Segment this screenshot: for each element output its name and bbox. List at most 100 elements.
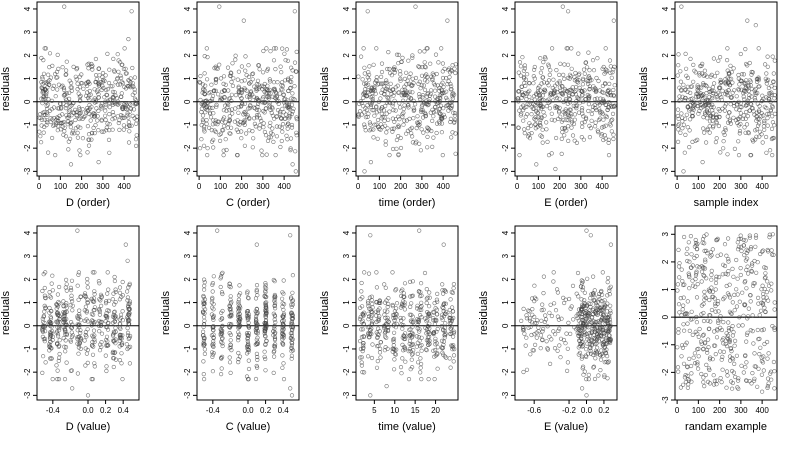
data-point <box>45 106 50 111</box>
x-axis-label: C (order) <box>226 197 270 209</box>
data-point <box>435 366 440 371</box>
data-point <box>75 335 80 340</box>
data-point <box>688 234 694 239</box>
data-point <box>105 51 110 57</box>
data-point <box>119 342 124 348</box>
data-point <box>427 304 432 309</box>
data-point <box>574 99 579 104</box>
data-point <box>582 71 587 76</box>
data-point <box>112 350 118 355</box>
data-point <box>220 119 225 124</box>
data-point <box>716 123 722 129</box>
data-point <box>442 354 447 359</box>
data-point <box>273 96 278 101</box>
data-point <box>290 273 296 278</box>
data-point <box>451 343 456 348</box>
data-point <box>134 101 139 106</box>
data-point <box>548 93 553 98</box>
data-point <box>204 121 209 126</box>
data-point <box>399 318 404 323</box>
data-point <box>701 380 706 385</box>
data-point <box>74 113 79 118</box>
data-point <box>229 79 234 85</box>
data-point <box>285 137 290 142</box>
data-point <box>213 76 218 82</box>
data-point <box>448 326 454 331</box>
x-tick-label: 0.4 <box>118 406 130 415</box>
data-point <box>224 108 229 113</box>
data-point <box>753 92 758 97</box>
data-point <box>546 83 551 88</box>
data-point <box>603 136 608 141</box>
data-point <box>255 78 261 83</box>
data-point <box>102 113 108 118</box>
data-point <box>245 94 250 99</box>
data-point <box>90 67 95 72</box>
data-point <box>750 70 755 75</box>
data-point <box>375 359 380 364</box>
y-tick-label: 0 <box>183 99 192 104</box>
data-point <box>586 377 591 382</box>
data-point <box>721 146 726 151</box>
data-point <box>383 142 388 147</box>
data-point <box>392 318 397 323</box>
data-point <box>611 92 616 98</box>
data-point <box>531 94 537 99</box>
data-point <box>608 324 613 329</box>
data-point <box>360 77 365 82</box>
data-point <box>267 124 272 129</box>
data-point <box>766 351 771 356</box>
data-point <box>531 81 536 86</box>
data-point <box>401 106 406 112</box>
data-point <box>736 88 742 93</box>
data-point <box>236 305 241 311</box>
data-point <box>582 298 587 303</box>
data-point <box>563 87 568 92</box>
data-point <box>687 259 692 264</box>
data-point <box>113 316 118 321</box>
data-point <box>690 105 696 110</box>
data-point <box>289 295 294 300</box>
data-point <box>398 315 403 321</box>
data-point <box>541 307 546 312</box>
data-point <box>516 70 521 75</box>
data-point <box>393 311 398 316</box>
data-point <box>760 98 765 103</box>
x-tick-label: 0.0 <box>82 406 94 415</box>
data-point <box>289 111 295 117</box>
data-point <box>361 346 366 351</box>
data-point <box>433 348 438 353</box>
data-point <box>439 345 444 350</box>
data-point <box>605 328 611 333</box>
data-point <box>538 346 543 351</box>
data-point <box>46 97 51 102</box>
data-point <box>595 56 600 61</box>
data-point <box>771 135 776 141</box>
data-point <box>41 57 46 63</box>
data-point <box>573 88 578 93</box>
data-point <box>294 116 299 122</box>
data-point <box>44 110 50 115</box>
data-point <box>761 327 767 332</box>
data-point <box>246 341 251 346</box>
data-point <box>90 333 95 338</box>
data-point <box>268 130 274 135</box>
data-point <box>289 349 294 354</box>
data-point <box>83 110 89 115</box>
data-point <box>534 321 539 326</box>
data-point <box>770 104 776 110</box>
data-point <box>604 68 610 73</box>
data-point <box>277 91 283 96</box>
data-point <box>78 115 83 120</box>
data-point <box>695 85 700 90</box>
data-point <box>763 309 768 315</box>
data-point <box>606 328 612 334</box>
data-point <box>763 134 769 140</box>
data-point <box>563 98 569 103</box>
data-point <box>411 98 416 103</box>
data-point <box>281 377 287 382</box>
data-point <box>210 295 215 301</box>
data-point <box>402 103 407 108</box>
